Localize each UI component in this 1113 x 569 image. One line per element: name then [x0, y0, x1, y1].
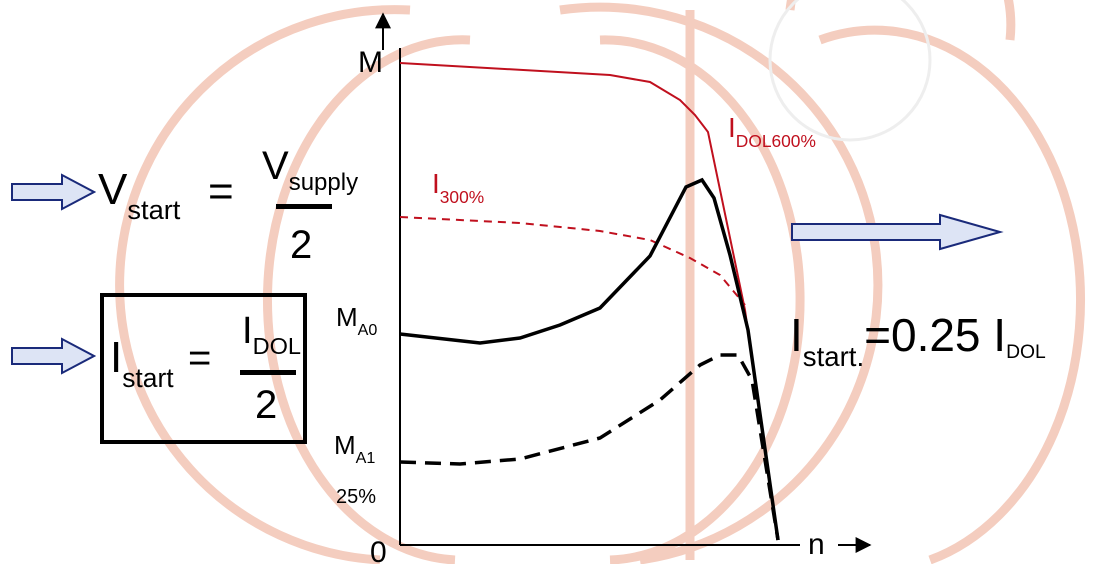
ma1-sub: A1 — [355, 448, 376, 467]
i-start-box — [100, 293, 307, 444]
arrow-right-icon — [11, 337, 96, 375]
result-eq: =0.25 I — [864, 309, 1007, 361]
ma0-sub: A0 — [357, 320, 378, 339]
curve-dol600 — [399, 62, 779, 541]
curve-i300 — [399, 216, 746, 306]
i-start-main: I — [110, 333, 123, 382]
curve-ma0 — [399, 177, 780, 541]
dol-sub: DOL600% — [735, 130, 816, 151]
level-ma0-label: MA0 — [336, 302, 377, 338]
i-num-main: I — [242, 310, 253, 352]
level-ma1-label: MA1 — [334, 430, 375, 466]
i-start-numerator: IDOL — [242, 310, 301, 357]
curve-i300-label: I300% — [432, 168, 484, 206]
i-start-lhs: Istart — [110, 333, 174, 391]
curve-dol-label: IDOL600% — [728, 112, 816, 150]
result-sub: start. — [802, 341, 865, 373]
i-start-denominator: 2 — [255, 383, 278, 427]
v-start-denominator: 2 — [290, 223, 313, 267]
i-start-eq: = — [188, 336, 212, 380]
curve-ma1 — [399, 353, 780, 541]
i300-main: I — [432, 168, 440, 199]
v-start-eq: = — [208, 167, 234, 216]
axis-y-label: M — [358, 46, 383, 79]
result-tail-sub: DOL — [1006, 341, 1046, 363]
result-main: I — [790, 309, 803, 361]
v-num-sub: supply — [288, 168, 359, 196]
i-num-sub: DOL — [252, 332, 301, 359]
ma0-main: M — [336, 302, 358, 332]
v-start-main: V — [98, 165, 128, 214]
v-start-lhs: Vstart — [98, 165, 180, 224]
level-pct-label: 25% — [336, 486, 377, 508]
v-start-fraction-bar — [276, 204, 332, 209]
v-start-numerator: Vsupply — [262, 144, 358, 194]
arrow-right-icon — [791, 213, 1004, 251]
i-start-fraction-bar — [240, 370, 296, 375]
i300-sub: 300% — [439, 186, 485, 207]
v-num-main: V — [262, 144, 289, 188]
dol-main: I — [728, 112, 736, 143]
axis-origin-label: 0 — [370, 536, 387, 569]
v-start-sub: start — [127, 194, 181, 225]
arrow-right-icon — [11, 173, 96, 211]
axis-x-label: n — [808, 528, 825, 561]
i-start-sub: start — [122, 362, 174, 393]
ma1-main: M — [334, 430, 356, 460]
result-formula: Istart.=0.25 IDOL — [790, 309, 1046, 370]
